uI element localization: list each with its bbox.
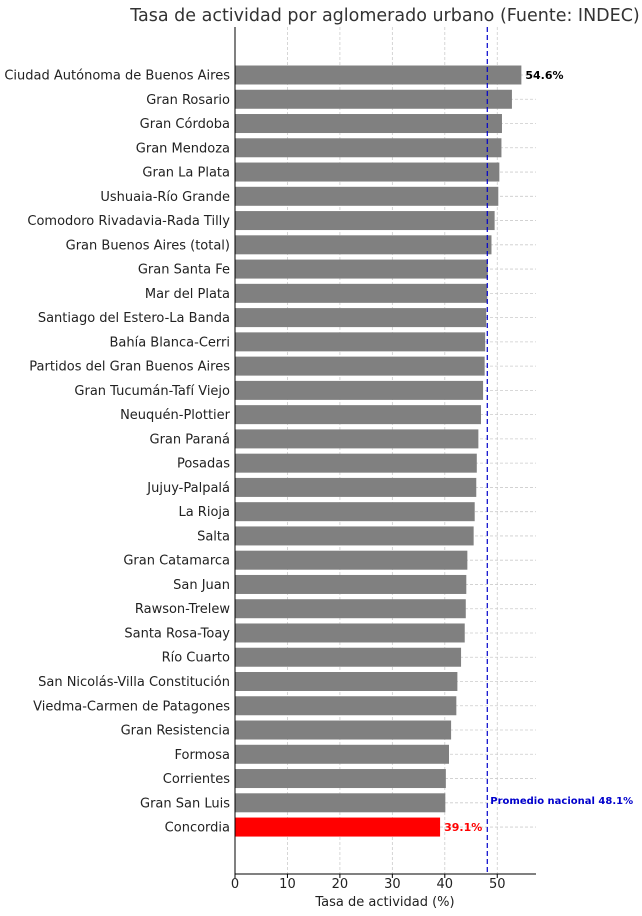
x-tick-label: 10 [279,877,296,892]
bar [235,647,462,667]
category-label: Gran La Plata [142,166,230,181]
bar [235,259,488,279]
bar [235,526,474,546]
category-label: Gran Córdoba [140,117,230,132]
x-tick-label: 20 [332,877,349,892]
reference-line-group: Promedio nacional 48.1% [486,27,633,874]
bar [235,477,477,497]
category-label: Corrientes [163,772,230,787]
bar [235,769,446,789]
category-label: Gran Santa Fe [138,263,230,278]
category-label: Santa Rosa-Toay [124,626,230,641]
category-label: Gran San Luis [140,796,230,811]
category-label: Ciudad Autónoma de Buenos Aires [4,69,230,84]
category-label: La Rioja [178,505,230,520]
category-label: Gran Tucumán-Tafí Viejo [74,384,230,399]
bar [235,744,449,764]
category-label: Gran Rosario [146,93,230,108]
category-label: Gran Catamarca [123,554,230,569]
category-label: Bahía Blanca-Cerri [109,335,230,350]
bar [235,89,512,109]
bar [235,283,488,303]
category-labels: Ciudad Autónoma de Buenos Aires Gran Rosa… [4,69,230,836]
x-tick-label: 50 [489,877,506,892]
bars: 54.6% 39.1% [235,65,564,837]
bar [235,405,481,425]
category-label: Gran Paraná [150,432,231,447]
category-label: Viedma-Carmen de Patagones [33,699,230,714]
category-label: San Nicolás-Villa Constitución [38,675,230,690]
bar [235,623,465,643]
category-label: Concordia [165,821,230,836]
category-label: Santiago del Estero-La Banda [38,311,230,326]
bar [235,65,522,85]
category-label: Partidos del Gran Buenos Aires [29,360,230,375]
category-label: Jujuy-Palpalá [146,481,230,496]
bar [235,211,495,231]
bar [235,138,502,158]
bar [235,550,468,570]
x-axis-title: Tasa de actividad (%) [314,895,454,910]
x-tick-label: 30 [384,877,401,892]
category-label: Formosa [175,748,230,763]
average-line-label: Promedio nacional 48.1% [490,796,633,807]
bar [235,235,492,255]
category-label: Neuquén-Plottier [120,408,231,423]
category-label: Mar del Plata [145,287,230,302]
bar [235,186,499,206]
bar [235,356,485,376]
x-tick-label: 0 [231,877,239,892]
category-label: Posadas [177,457,230,472]
axes [234,27,536,878]
bar [235,332,486,352]
bar [235,574,467,594]
bar [235,502,475,522]
value-label: 54.6% [525,69,563,82]
x-tick-label: 40 [437,877,454,892]
chart-title: Tasa de actividad por aglomerado urbano … [129,6,640,26]
bar [235,380,484,400]
bar [235,114,502,134]
category-label: San Juan [173,578,230,593]
bar [235,672,458,691]
bar [235,696,457,716]
category-label: Río Cuarto [162,651,230,666]
bar [235,720,452,740]
x-tick-labels: 0 10 20 30 40 50 [231,877,506,892]
category-label: Rawson-Trelew [135,602,231,617]
category-label: Salta [197,529,230,544]
bar [235,162,500,182]
category-label: Gran Mendoza [136,141,230,156]
bar [235,817,441,837]
bar [235,793,446,813]
category-label: Gran Buenos Aires (total) [66,238,230,253]
bar [235,453,477,473]
value-label: 39.1% [444,821,482,834]
category-label: Ushuaia-Río Grande [100,190,230,205]
category-label: Gran Resistencia [121,724,230,739]
bar [235,308,487,328]
bar [235,599,466,619]
bar [235,429,479,449]
category-label: Comodoro Rivadavia-Rada Tilly [27,214,230,229]
